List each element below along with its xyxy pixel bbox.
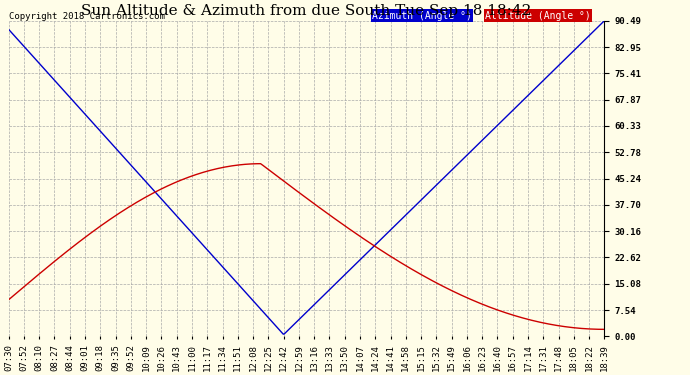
Text: Altitude (Angle °): Altitude (Angle °) xyxy=(485,11,591,21)
Text: Azimuth (Angle °): Azimuth (Angle °) xyxy=(372,11,472,21)
Text: Copyright 2018 Cartronics.com: Copyright 2018 Cartronics.com xyxy=(9,12,164,21)
Title: Sun Altitude & Azimuth from due South Tue Sep 18 18:42: Sun Altitude & Azimuth from due South Tu… xyxy=(81,4,532,18)
